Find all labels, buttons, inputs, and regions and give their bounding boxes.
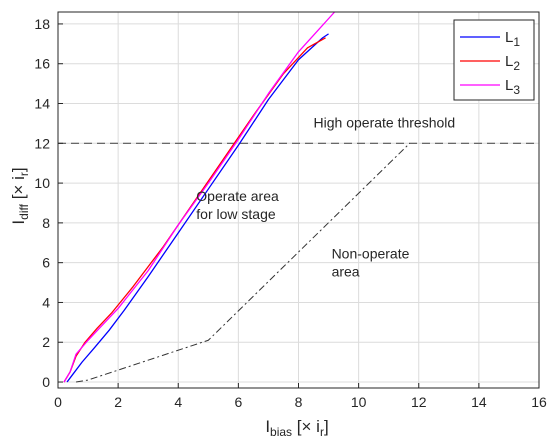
x-tick-label: 16 — [531, 394, 547, 410]
x-axis-label: Ibias [× ir] — [265, 417, 328, 439]
legend-label: L1 — [505, 29, 520, 49]
x-tick-label: 2 — [114, 394, 122, 410]
y-tick-label: 10 — [34, 175, 50, 191]
annotations: High operate threshold Operate area for lo… — [196, 114, 455, 279]
legend-label: L3 — [505, 77, 520, 97]
tick-labels: 0 2 4 6 8 10 12 14 16 0 2 4 6 8 10 12 14 16 18 — [34, 16, 547, 410]
y-axis-label: Idiff [× ir] — [9, 167, 31, 224]
y-tick-label: 2 — [42, 334, 50, 350]
y-tick-label: 16 — [34, 56, 50, 72]
y-tick-label: 12 — [34, 135, 50, 151]
y-tick-label: 8 — [42, 215, 50, 231]
y-tick-label: 14 — [34, 96, 50, 112]
y-tick-label: 6 — [42, 255, 50, 271]
legend-label: L2 — [505, 53, 520, 73]
x-tick-label: 12 — [411, 394, 427, 410]
x-tick-label: 4 — [174, 394, 182, 410]
x-tick-label: 6 — [234, 394, 242, 410]
series-line-1 — [66, 33, 329, 383]
series-lines — [63, 11, 336, 383]
series-line-3 — [63, 11, 336, 383]
y-tick-label: 18 — [34, 16, 50, 32]
annotation-label: area — [332, 264, 360, 280]
legend: L1 L2 L3 — [453, 19, 535, 101]
x-tick-label: 10 — [351, 394, 367, 410]
reference-lines — [58, 142, 539, 383]
x-tick-label: 0 — [54, 394, 62, 410]
annotation-label: for low stage — [196, 206, 276, 222]
annotation-label: Operate area — [196, 188, 279, 204]
annotation-label: High operate threshold — [314, 114, 456, 130]
x-tick-label: 14 — [471, 394, 487, 410]
y-tick-label: 4 — [42, 294, 50, 310]
x-tick-label: 8 — [295, 394, 303, 410]
operate-characteristic-line — [75, 142, 411, 383]
legend-box — [453, 19, 535, 101]
y-tick-label: 0 — [42, 374, 50, 390]
annotation-label: Non-operate — [332, 246, 410, 262]
